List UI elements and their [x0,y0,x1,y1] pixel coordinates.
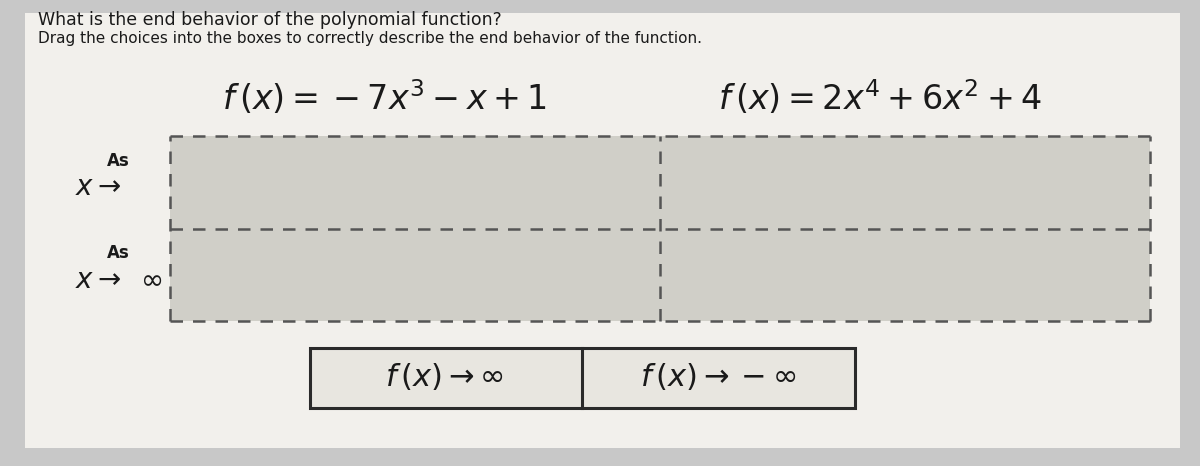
Text: What is the end behavior of the polynomial function?: What is the end behavior of the polynomi… [38,11,502,29]
Text: $f\,(x) = -7x^3 - x + 1$: $f\,(x) = -7x^3 - x + 1$ [222,78,547,117]
Text: $f\,(x) \rightarrow -\infty$: $f\,(x) \rightarrow -\infty$ [641,363,797,393]
Bar [310,348,854,408]
Text: $x \rightarrow$: $x \rightarrow$ [74,174,121,201]
Bar [660,136,1150,229]
Bar [170,136,660,229]
Text: $f\,(x) = 2x^4 + 6x^2 + 4$: $f\,(x) = 2x^4 + 6x^2 + 4$ [718,78,1042,117]
Bar [660,229,1150,321]
Text: $\infty$: $\infty$ [140,267,162,294]
Text: $f\,(x) \rightarrow \infty$: $f\,(x) \rightarrow \infty$ [385,363,504,393]
Text: $x \rightarrow$: $x \rightarrow$ [74,267,121,294]
Text: Drag the choices into the boxes to correctly describe the end behavior of the fu: Drag the choices into the boxes to corre… [38,31,702,46]
Text: As: As [107,151,130,170]
Text: As: As [107,244,130,262]
Bar [170,229,660,321]
